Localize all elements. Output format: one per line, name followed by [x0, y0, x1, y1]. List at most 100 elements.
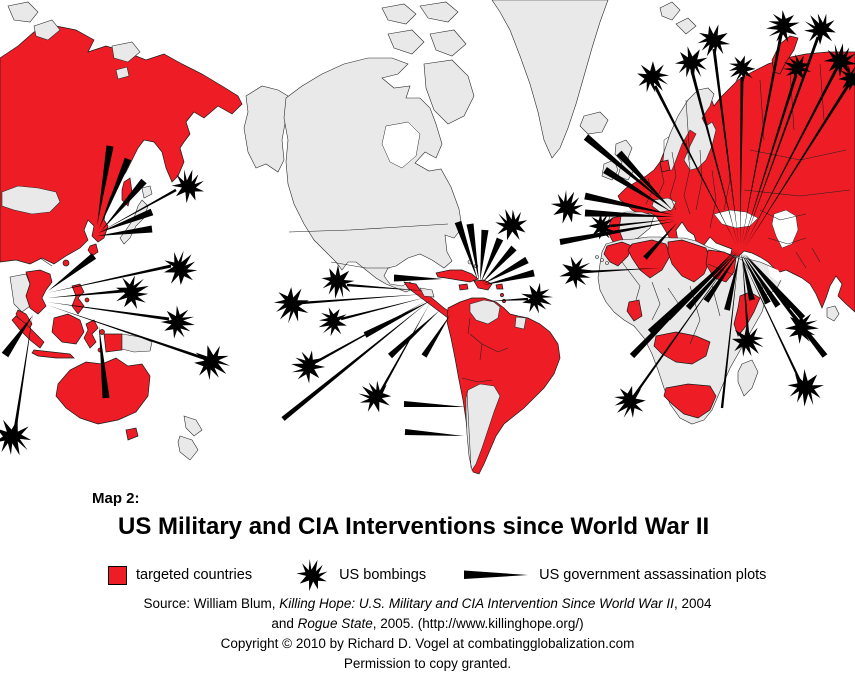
legend-bombings-label: US bombings: [339, 567, 427, 583]
country-south-america: [446, 297, 561, 475]
assassination-plot-line: [480, 229, 489, 281]
assassination-plot-line: [466, 223, 479, 281]
assassination-plot-line: [393, 274, 443, 282]
source-text-segment: Rogue State: [297, 616, 373, 631]
country-canada-usa-mexico: [283, 57, 463, 293]
assassination-plot-line: [603, 167, 673, 213]
country-argentina-paraguay: [465, 383, 501, 471]
country-vietnam-laos-cambodia: [25, 269, 53, 315]
country-novaya-zemlya: [771, 35, 799, 75]
country-denmark: [659, 159, 671, 173]
assassination-plot-lines: [1, 34, 851, 436]
canary-island: [605, 261, 609, 265]
country-sri-lanka: [826, 305, 840, 322]
assassination-plot-line: [653, 85, 737, 246]
bombing-burst: [673, 44, 710, 82]
source-text-segment: Source: William Blum,: [143, 596, 280, 611]
map-number-label: Map 2:: [92, 490, 140, 507]
bombing-burst: [158, 303, 198, 342]
assassination-plot-line: [99, 326, 110, 399]
bombing-burst: [313, 302, 353, 341]
svalbard-islands: [659, 1, 697, 35]
country-taiwan: [87, 243, 99, 257]
bombing-burst: [265, 278, 318, 331]
bombing-burst: [797, 5, 844, 53]
assassination-plot-line: [583, 134, 672, 209]
antilles-island: [500, 293, 504, 297]
targeted-countries-swatch: [108, 565, 127, 585]
country-greenland: [491, 0, 609, 159]
assassination-plot-line: [481, 237, 504, 282]
assassination-plot-line: [744, 65, 840, 247]
bombing-burst: [785, 367, 826, 409]
wrangel-island: [111, 41, 141, 63]
source-text-segment: Copyright © 2010 by Richard D. Vogel at …: [220, 636, 635, 651]
assassination-plot-line: [48, 253, 97, 291]
arctic-islands: [33, 19, 61, 41]
country-borneo: [51, 313, 85, 345]
world-map: [0, 0, 855, 475]
legend: targeted countries US bombings US govern…: [108, 558, 766, 592]
bombing-burst: [629, 53, 676, 101]
bombing-burst: [0, 412, 37, 463]
assassination-plot-line: [742, 74, 798, 246]
bombing-burst: [606, 378, 654, 426]
assassination-plot-line: [724, 253, 740, 311]
assassination-plot-line: [97, 145, 114, 226]
bombing-burst: [185, 336, 238, 389]
map-title: US Military and CIA Interventions since …: [118, 513, 710, 540]
landmasses-layer: [0, 0, 855, 475]
bombing-burst: [545, 184, 590, 230]
bombing-burst: [318, 262, 357, 302]
assassination-plot-line: [403, 401, 466, 407]
assassination-plot-line: [745, 83, 851, 248]
assassination-plot-line: [740, 77, 744, 245]
assassination-plot-line: [100, 188, 177, 232]
country-suriname: [514, 316, 527, 330]
country-libya-tunisia: [667, 239, 711, 283]
assassination-plot-line: [484, 269, 535, 285]
assassination-plot-line: [404, 429, 464, 436]
copyright-line: Copyright © 2010 by Richard D. Vogel at …: [0, 634, 855, 654]
assassination-plot-line: [610, 219, 675, 228]
assassination-plot-line: [665, 252, 737, 321]
source-line: Source: William Blum, Killing Hope: U.S.…: [0, 594, 855, 614]
country-ghana: [626, 299, 643, 322]
assassination-plot-line: [99, 157, 132, 229]
assassination-plot-line: [98, 208, 154, 233]
assassination-plot-line: [720, 253, 739, 409]
assassination-plot-line: [13, 313, 33, 431]
country-madagascar: [737, 359, 759, 397]
country-hispaniola: [473, 279, 493, 291]
assassination-plot-line: [743, 36, 820, 246]
country-africa: [597, 236, 767, 425]
legend-plots-label: US government assassination plots: [539, 567, 767, 583]
assassination-plot-line: [483, 256, 529, 284]
country-cuba: [435, 269, 479, 283]
assassination-plot-line: [583, 268, 660, 274]
assassination-plot-line: [743, 254, 781, 308]
assassination-plot-line: [482, 245, 517, 283]
assassination-plot-line: [47, 302, 170, 321]
assassination-plot-line: [742, 254, 750, 335]
bombing-burst: [288, 347, 328, 386]
assassination-plot-line: [363, 300, 432, 338]
assassination-plot-line: [97, 225, 153, 236]
source-attribution: Source: William Blum, Killing Hope: U.S.…: [0, 594, 855, 674]
hudson-bay: [381, 121, 421, 169]
country-honduras: [419, 287, 435, 298]
country-west-papua: [103, 333, 123, 353]
philippine-island: [84, 297, 90, 303]
country-alaska: [243, 85, 289, 173]
arctic-canada-islands: [381, 1, 467, 57]
assassination-plot-line: [388, 310, 440, 359]
country-tasmania: [125, 427, 139, 441]
assassination-plot-line: [643, 223, 677, 260]
assassination-plot-line: [742, 254, 771, 305]
assassination-plot-line: [745, 254, 806, 320]
assassination-plot-line: [690, 70, 738, 245]
canary-island: [595, 255, 599, 259]
assassination-plot-line: [616, 150, 673, 211]
assassination-plot-line: [633, 252, 736, 397]
